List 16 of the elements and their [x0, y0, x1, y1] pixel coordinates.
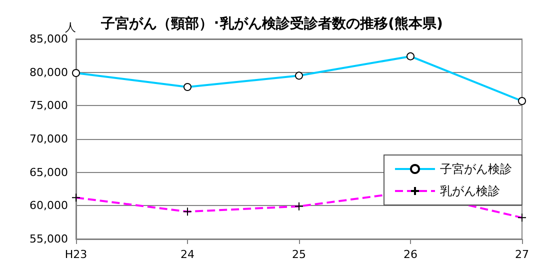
y-tick-label: 65,000 [30, 166, 68, 179]
x-tick-label: 26 [404, 248, 418, 261]
legend-label: 子宮がん検診 [440, 162, 512, 176]
y-axis-title: 人 [65, 21, 76, 34]
x-tick-label: 24 [180, 248, 194, 261]
legend-label: 乳がん検診 [440, 184, 500, 198]
x-tick-label: 25 [292, 248, 306, 261]
x-tick-label: H23 [64, 248, 88, 261]
y-tick-label: 55,000 [30, 232, 68, 246]
chart-title: 子宮がん（頸部）･乳がん検診受診者数の推移(熊本県) [100, 15, 443, 32]
x-tick-label: 27 [515, 248, 529, 261]
y-tick-label: 75,000 [30, 99, 68, 112]
y-tick-label: 60,000 [30, 199, 68, 212]
y-tick-label: 85,000 [30, 32, 68, 46]
y-tick-label: 70,000 [30, 132, 68, 146]
y-tick-label: 80,000 [30, 66, 68, 79]
